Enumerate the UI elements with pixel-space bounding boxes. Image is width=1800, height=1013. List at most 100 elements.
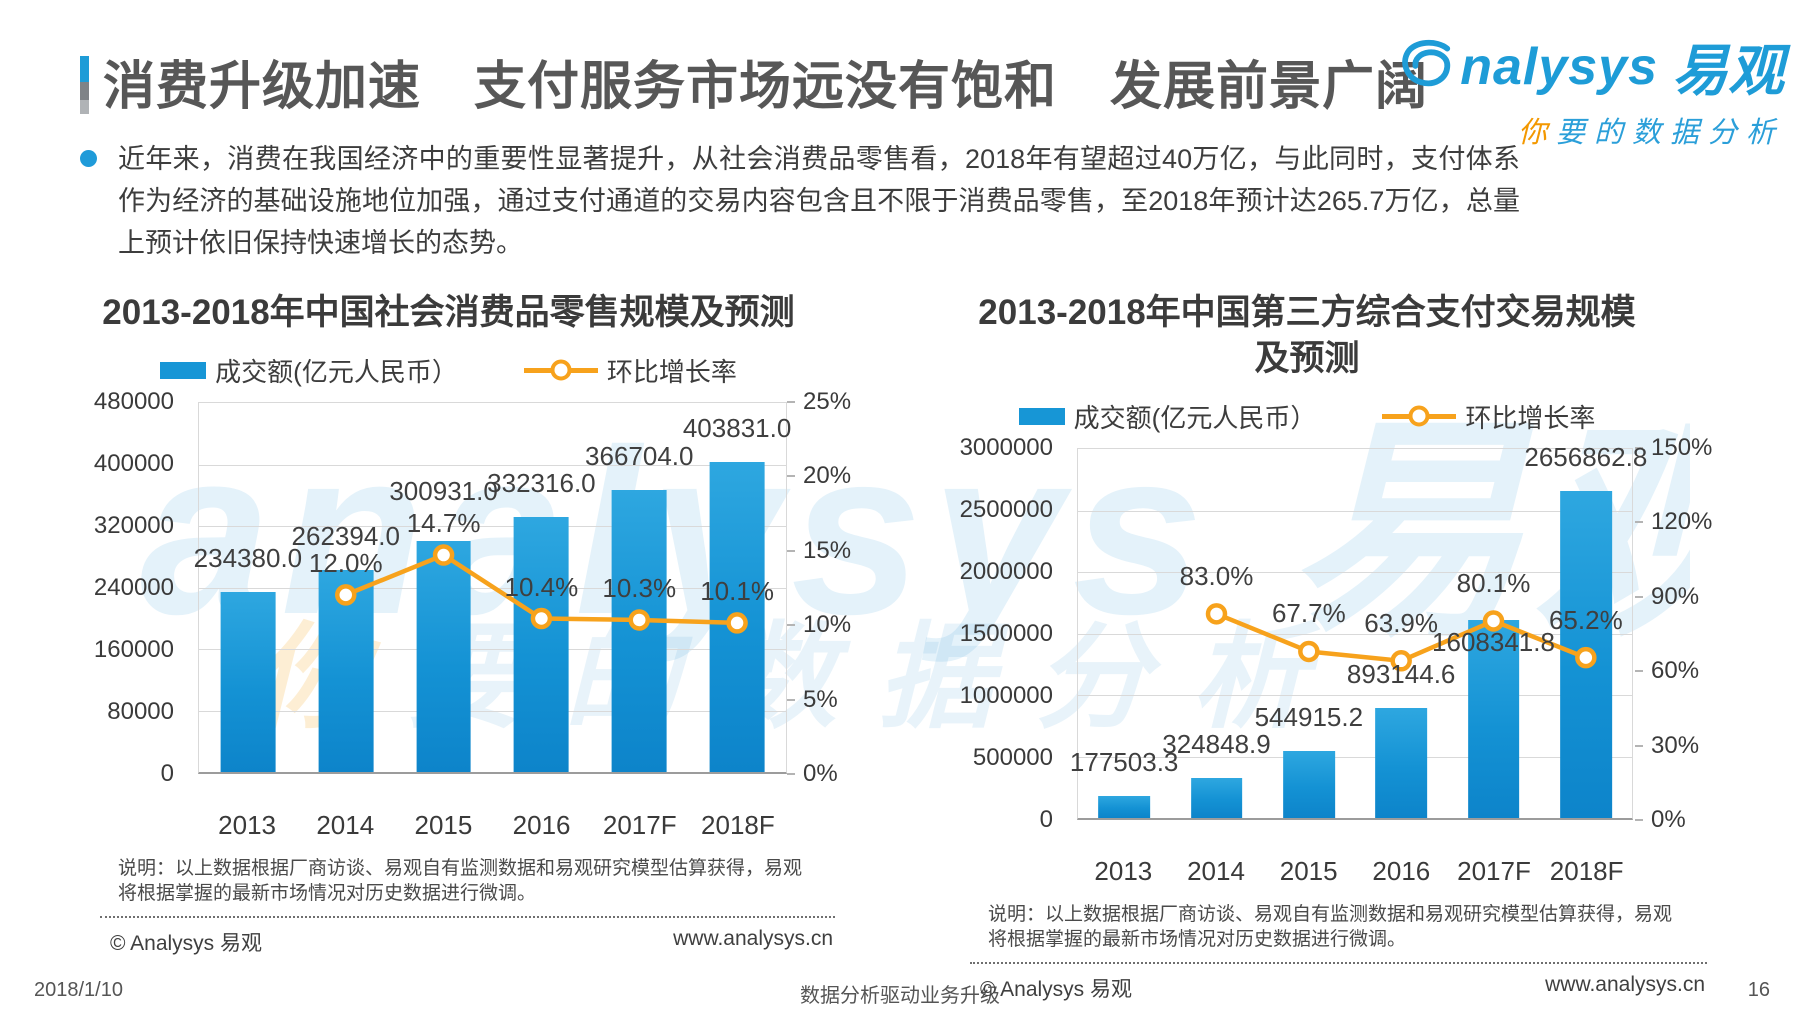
footer-page-number: 16 bbox=[1747, 979, 1770, 1001]
plot-row: 480000 400000 320000 240000 160000 80000 0 234… bbox=[94, 388, 851, 787]
growth-rate-label: 65.2% bbox=[1548, 604, 1623, 635]
gridline bbox=[1078, 572, 1632, 573]
bar bbox=[1375, 708, 1428, 818]
bar-value-label: 262394.0 bbox=[291, 521, 400, 552]
chart-title: 2013-2018年中国第三方综合支付交易规模及预测 bbox=[978, 293, 1636, 378]
growth-rate-label: 14.7% bbox=[406, 508, 481, 539]
intro-bullet: 近年来，消费在我国经济中的重要性显著提升，从社会消费品零售看，2018年有望超过… bbox=[80, 138, 1520, 264]
y-tick-label: 80000 bbox=[107, 698, 174, 725]
axis-tick-mark bbox=[1635, 670, 1643, 673]
x-category-label: 2016 bbox=[512, 810, 571, 840]
x-category-label: 2018F bbox=[1549, 856, 1624, 886]
gridline bbox=[199, 710, 786, 712]
line-marker-icon bbox=[1482, 610, 1505, 632]
pct-tick-label: 15% bbox=[803, 536, 852, 564]
footer-slogan: 数据分析驱动业务升级 bbox=[800, 985, 1000, 1007]
axis-tick-mark bbox=[1635, 819, 1643, 821]
bar bbox=[1282, 750, 1335, 818]
pct-tick-label: 10% bbox=[803, 611, 852, 639]
copyright-text: © Analysys 易观 bbox=[980, 978, 1133, 1001]
bar-value-label: 324848.9 bbox=[1162, 729, 1271, 760]
bar-value-label: 366704.0 bbox=[585, 441, 694, 472]
axis-tick-mark bbox=[787, 624, 795, 627]
growth-rate-label: 63.9% bbox=[1364, 607, 1439, 638]
legend-label: 成交额(亿元人民币） bbox=[1073, 402, 1317, 433]
legend-item-line: 环比增长率 bbox=[1382, 398, 1595, 435]
bullet-dot-icon bbox=[80, 150, 97, 167]
gridline bbox=[1078, 695, 1632, 696]
line-swatch-icon bbox=[1382, 405, 1457, 427]
line-marker-icon bbox=[432, 544, 455, 566]
x-axis: 2013 2014 2015 2016 2017F 2018F bbox=[1077, 856, 1633, 886]
gridline bbox=[1078, 510, 1632, 512]
line-marker-icon bbox=[628, 609, 650, 631]
bar-value-label: 2656862.8 bbox=[1524, 442, 1648, 473]
bar bbox=[1190, 778, 1243, 818]
legend-item-bar: 成交额(亿元人民币） bbox=[160, 352, 458, 389]
y-axis-right: 150% 120% 90% 60% 30% 0% bbox=[1635, 434, 1732, 833]
website-link[interactable]: www.analysys.cn bbox=[673, 927, 833, 950]
x-category-label: 2018F bbox=[701, 810, 775, 840]
growth-line bbox=[1205, 603, 1597, 672]
bar bbox=[1467, 620, 1520, 818]
page-title: 消费升级加速 支付服务市场远没有饱和 发展前景广阔 bbox=[103, 58, 1429, 116]
y-tick-label: 1500000 bbox=[959, 620, 1053, 647]
chart-footer: © Analysys 易观 www.analysys.cn bbox=[970, 973, 1707, 1003]
dotted-divider bbox=[100, 916, 835, 918]
bar bbox=[1098, 796, 1151, 818]
bar-value-label: 332316.0 bbox=[487, 467, 596, 498]
pct-tick-label: 150% bbox=[1651, 434, 1713, 461]
pct-tick-label: 0% bbox=[1651, 806, 1686, 833]
bar bbox=[220, 591, 276, 772]
analysys-logo: nalysys 易观 你要的数据分析 bbox=[1400, 26, 1784, 151]
legend-label: 成交额(亿元人民币） bbox=[215, 356, 458, 387]
growth-rate-label: 12.0% bbox=[308, 547, 383, 578]
intro-text: 近年来，消费在我国经济中的重要性显著提升，从社会消费品零售看，2018年有望超过… bbox=[118, 144, 1520, 258]
bar-value-label: 300931.0 bbox=[389, 475, 498, 506]
gridline bbox=[199, 464, 786, 466]
bar-value-label: 1608341.8 bbox=[1432, 627, 1555, 658]
line-marker-icon bbox=[1390, 650, 1412, 672]
pct-tick-label: 5% bbox=[803, 685, 838, 713]
x-category-label: 2016 bbox=[1372, 856, 1431, 886]
line-marker-icon bbox=[530, 607, 553, 630]
bar-swatch-icon bbox=[1018, 407, 1065, 425]
x-category-label: 2013 bbox=[218, 810, 276, 840]
y-tick-label: 3000000 bbox=[959, 434, 1053, 461]
copyright-text: © Analysys 易观 bbox=[110, 932, 263, 955]
line-marker-icon bbox=[1205, 603, 1228, 625]
logo-tagline: 你要的数据分析 bbox=[1517, 117, 1784, 149]
logo-swirl-icon bbox=[1400, 39, 1454, 94]
pct-tick-label: 30% bbox=[1651, 731, 1700, 759]
x-axis: 2013 2014 2015 2016 2017F 2018F bbox=[198, 810, 787, 840]
legend-item-line: 环比增长率 bbox=[523, 352, 737, 389]
x-category-label: 2015 bbox=[414, 810, 473, 840]
logo-brand-cn: 易观 bbox=[1672, 39, 1784, 102]
growth-rate-label: 10.1% bbox=[700, 575, 774, 606]
axis-tick-mark bbox=[1635, 521, 1643, 524]
website-link[interactable]: www.analysys.cn bbox=[1545, 973, 1705, 996]
growth-rate-label: 10.3% bbox=[602, 572, 677, 603]
y-tick-label: 160000 bbox=[93, 636, 174, 663]
y-tick-label: 2000000 bbox=[959, 558, 1053, 585]
x-category-label: 2014 bbox=[1187, 856, 1245, 886]
pct-tick-label: 20% bbox=[803, 462, 852, 490]
pct-tick-label: 25% bbox=[803, 388, 852, 415]
x-category-label: 2015 bbox=[1279, 856, 1338, 886]
bar-swatch-icon bbox=[160, 361, 207, 379]
y-tick-label: 0 bbox=[1039, 806, 1053, 833]
y-axis-left: 480000 400000 320000 240000 160000 80000 0 bbox=[94, 388, 198, 787]
y-tick-label: 240000 bbox=[93, 574, 174, 601]
y-tick-label: 500000 bbox=[972, 744, 1053, 771]
legend-label: 环比增长率 bbox=[1465, 402, 1596, 433]
line-marker-icon bbox=[1575, 646, 1597, 669]
pct-tick-label: 120% bbox=[1651, 508, 1713, 536]
x-category-label: 2017F bbox=[602, 810, 677, 840]
y-tick-label: 480000 bbox=[93, 388, 174, 415]
axis-tick-mark bbox=[1635, 595, 1643, 598]
axis-tick-mark bbox=[787, 773, 795, 775]
chart-footer: © Analysys 易观 www.analysys.cn bbox=[100, 927, 835, 957]
x-category-label: 2017F bbox=[1457, 856, 1531, 886]
x-category-label: 2013 bbox=[1094, 856, 1153, 886]
legend-label: 环比增长率 bbox=[606, 356, 737, 387]
